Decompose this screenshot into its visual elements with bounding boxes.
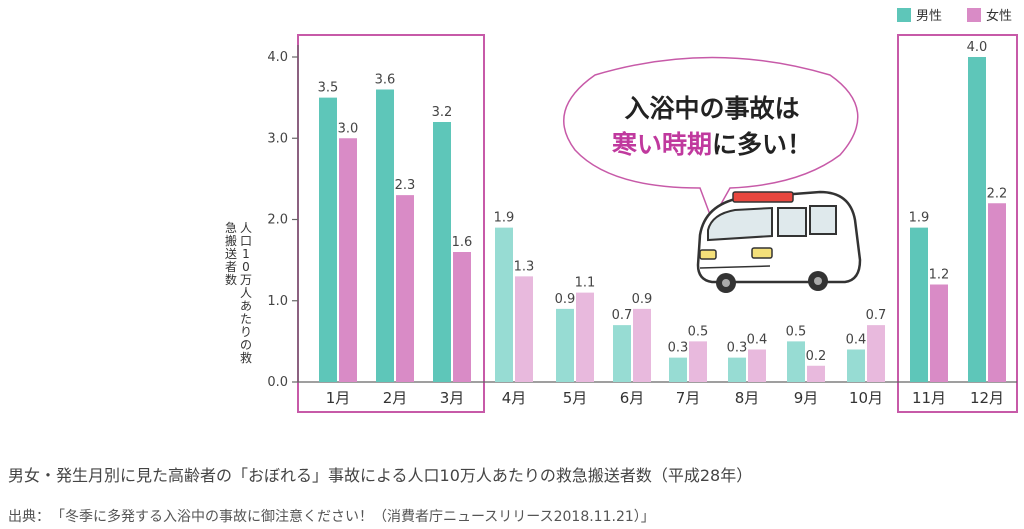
data-label-male: 0.9 [555, 292, 576, 307]
bar-female [633, 308, 651, 382]
data-label-female: 1.1 [575, 276, 596, 291]
bar-male [910, 227, 928, 382]
month-label: 10月 [849, 389, 883, 407]
month-label: 9月 [794, 389, 819, 407]
bar-female [748, 349, 766, 382]
bar-male [669, 357, 687, 382]
month-label: 2月 [383, 389, 408, 407]
month-label: 7月 [676, 389, 701, 407]
callout-line2: 寒い時期に多い！ [612, 130, 812, 159]
y-axis-label-part1: 人口 1 0 万人あたりの救 [240, 221, 252, 365]
month-labels: 1月 2月 3月 4月 5月 6月 7月 8月 9月 10月 11月 12月 [326, 389, 1004, 407]
source-label: 出典： [8, 509, 50, 525]
bar-male [433, 122, 451, 382]
legend-swatch-female [967, 8, 981, 22]
data-label-male: 0.4 [846, 333, 867, 348]
bar-male [319, 97, 337, 382]
data-label-female: 2.2 [987, 186, 1008, 201]
chart-caption: 男女・発生月別に見た高齢者の「おぼれる」事故による人口10万人あたりの救急搬送者… [8, 466, 753, 485]
data-label-female: 2.3 [395, 178, 416, 193]
y-ticks: 0.0 1.0 2.0 3.0 4.0 [267, 50, 298, 390]
bar-female [576, 292, 594, 382]
month-label: 6月 [620, 389, 645, 407]
month-label: 3月 [440, 389, 465, 407]
callout-bubble-shape [563, 56, 859, 222]
callout-accent: 寒い時期 [612, 130, 712, 159]
data-label-male: 4.0 [967, 40, 988, 55]
source-line: 出典： 「冬季に多発する入浴中の事故に御注意ください！（消費者庁ニュースリリース2… [8, 506, 1018, 526]
bar-series [319, 57, 1006, 382]
y-tick-label: 2.0 [267, 213, 288, 228]
y-tick-label: 3.0 [267, 131, 288, 146]
data-label-male: 3.6 [375, 73, 396, 88]
bar-female [689, 341, 707, 382]
bar-male [847, 349, 865, 382]
bar-male [968, 57, 986, 382]
month-label: 12月 [970, 389, 1004, 407]
data-label-female: 0.2 [806, 349, 827, 364]
source-text: 「冬季に多発する入浴中の事故に御注意ください！（消費者庁ニュースリリース2018… [58, 509, 655, 525]
month-label: 8月 [735, 389, 760, 407]
month-label: 5月 [563, 389, 588, 407]
bar-female [988, 203, 1006, 382]
bar-female [867, 325, 885, 382]
bar-female [339, 138, 357, 382]
bar-male [613, 325, 631, 382]
bar-male [728, 357, 746, 382]
legend-swatch-male [897, 8, 911, 22]
data-label-female: 0.7 [866, 308, 887, 323]
y-tick-label: 0.0 [267, 375, 288, 390]
month-label: 1月 [326, 389, 351, 407]
bar-female [396, 195, 414, 382]
callout-bubble: 入浴中の事故は 寒い時期に多い！ [563, 56, 859, 222]
legend: 男性 女性 [897, 8, 1012, 24]
bar-female [453, 252, 471, 382]
y-tick-label: 1.0 [267, 294, 288, 309]
y-tick-label: 4.0 [267, 50, 288, 65]
callout-line1: 入浴中の事故は [624, 94, 799, 123]
data-label-male: 0.5 [786, 324, 807, 339]
legend-label-male: 男性 [916, 9, 942, 24]
data-label-male: 0.3 [727, 341, 748, 356]
data-label-female: 1.2 [929, 268, 950, 283]
month-label: 11月 [912, 389, 946, 407]
data-labels: 3.53.03.62.33.21.61.91.30.91.10.70.90.30… [318, 40, 1008, 364]
y-axis-label-group: 人口 1 0 万人あたりの救 急搬送者数 [225, 220, 252, 365]
ambulance-icon [696, 190, 862, 293]
bar-male [787, 341, 805, 382]
data-label-female: 0.5 [688, 324, 709, 339]
y-axis-label-part2: 急搬送者数 [225, 220, 237, 287]
data-label-female: 0.4 [747, 333, 768, 348]
highlight-frame-nov-dec [897, 34, 1018, 413]
data-label-male: 0.3 [668, 341, 689, 356]
bar-chart: 0.0 1.0 2.0 3.0 4.0 人口 1 0 万人あたりの救 急搬送者数 3.5 3.0… [225, 8, 1018, 413]
data-label-female: 3.0 [338, 121, 359, 136]
bar-female [515, 276, 533, 382]
bar-female [930, 284, 948, 382]
bar-male [495, 227, 513, 382]
data-label-female: 1.3 [514, 259, 535, 274]
callout-rest: に多い！ [712, 130, 812, 159]
month-label: 4月 [502, 389, 527, 407]
bar-female [807, 365, 825, 382]
data-label-female: 0.9 [632, 292, 653, 307]
data-label-male: 3.2 [432, 105, 453, 120]
legend-label-female: 女性 [986, 8, 1012, 24]
bar-male [556, 308, 574, 382]
data-label-female: 1.6 [452, 235, 473, 250]
data-label-male: 1.9 [909, 211, 930, 226]
data-label-male: 3.5 [318, 81, 339, 96]
data-label-male: 0.7 [612, 308, 633, 323]
bar-male [376, 89, 394, 382]
data-label-male: 1.9 [494, 211, 515, 226]
